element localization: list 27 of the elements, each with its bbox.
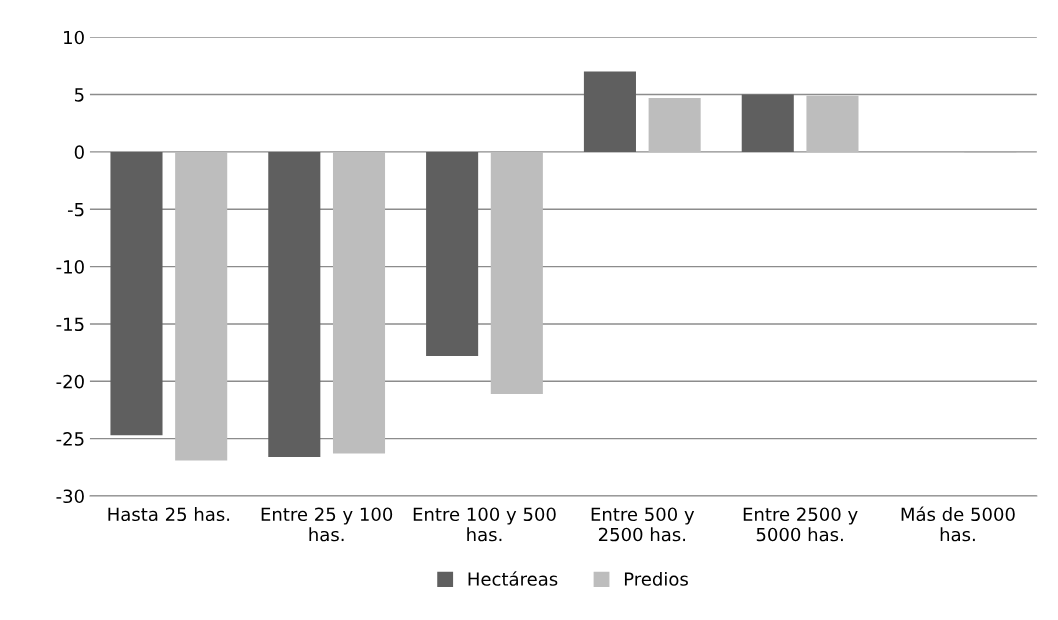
y-tick-label: -10 — [56, 260, 84, 274]
bar — [490, 151, 543, 394]
y-tick-label: -25 — [56, 432, 84, 446]
x-tick-label: Entre 100 y 500 has. — [413, 507, 556, 542]
bar — [268, 151, 321, 457]
y-tick-label: 5 — [74, 88, 84, 102]
y-tick-label: -20 — [56, 374, 84, 389]
y-tick-label: -5 — [67, 202, 84, 217]
bar — [110, 151, 163, 436]
bar — [426, 151, 479, 357]
y-tick-label: -15 — [56, 317, 84, 332]
y-tick-label: 10 — [64, 30, 84, 45]
bar — [741, 94, 794, 152]
x-tick-label: Entre 500 y 2500 has. — [591, 507, 695, 542]
x-tick-label: Hasta 25 has. — [108, 507, 230, 522]
x-tick-label: Entre 2500 y 5000 has. — [743, 507, 858, 542]
bar — [648, 97, 701, 152]
bar — [332, 151, 386, 454]
x-tick-label: Más de 5000 has. — [901, 506, 1015, 542]
x-tick-label: Entre 25 y 100 has. — [261, 507, 393, 542]
bar — [583, 71, 636, 152]
y-tick-label: -30 — [56, 489, 84, 504]
legend-label: Hectáreas — [468, 571, 558, 586]
bar — [175, 151, 228, 461]
legend-label: Predios — [624, 571, 688, 586]
bar — [806, 95, 859, 152]
y-tick-label: 0 — [74, 145, 84, 160]
